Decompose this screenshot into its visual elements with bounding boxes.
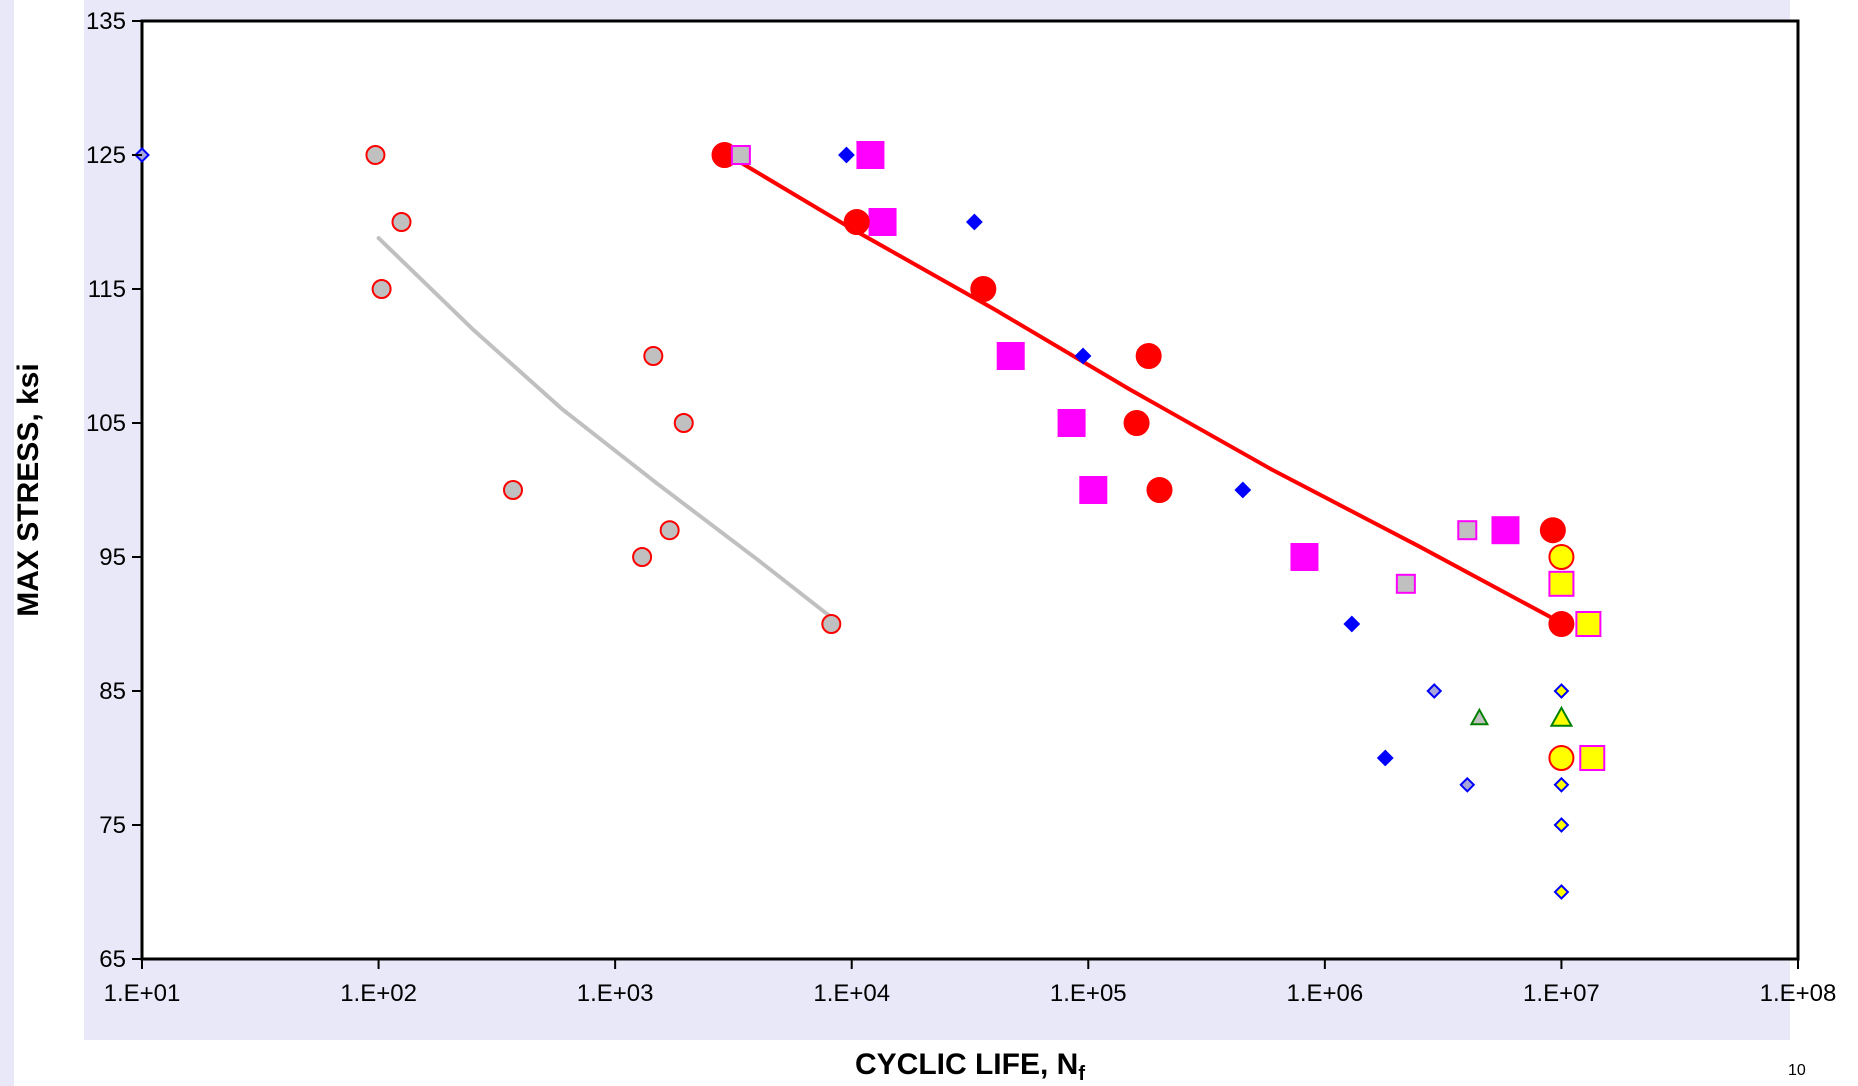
axis-tick-layer: 65 75 85 95 105 115 125 135 1.E+01 1.E+02 1.E+03 1.… <box>86 8 1836 1007</box>
left-accent-stripe <box>0 0 14 1086</box>
y-tick-label: 105 <box>86 410 126 437</box>
trendline <box>376 236 834 620</box>
data-point-square <box>868 208 897 236</box>
data-point-diamond <box>838 146 855 164</box>
data-point-circle <box>1123 410 1150 436</box>
x-axis-title-main: CYCLIC LIFE, N <box>855 1048 1078 1081</box>
data-point-circle <box>843 209 870 235</box>
data-point-square <box>1457 520 1478 541</box>
data-point-diamond <box>1553 817 1570 833</box>
data-point-circle <box>1548 611 1575 637</box>
y-tick-label: 65 <box>99 946 126 973</box>
x-tick-label: 1.E+02 <box>340 980 417 1007</box>
y-tick-label: 115 <box>88 276 126 303</box>
data-point-circle <box>1548 745 1575 771</box>
x-tick-label: 1.E+08 <box>1760 980 1837 1007</box>
data-point-square <box>1290 543 1319 571</box>
data-point-square <box>1575 611 1602 637</box>
x-axis-title-subscript: f <box>1078 1063 1085 1085</box>
data-point-circle <box>371 279 392 299</box>
data-point-diamond <box>1553 776 1570 793</box>
data-point-square <box>1548 570 1575 597</box>
data-point-circle <box>1548 544 1575 570</box>
data-point-circle <box>970 276 997 302</box>
data-point-diamond <box>1343 615 1361 633</box>
data-point-square <box>1057 409 1086 437</box>
data-point-circle <box>659 520 680 541</box>
data-point-diamond <box>1426 683 1443 699</box>
data-point-layer <box>134 141 1606 900</box>
data-point-circle <box>502 480 523 500</box>
data-point-square <box>996 342 1025 370</box>
data-point-diamond <box>965 213 983 231</box>
plot-area <box>140 19 1800 961</box>
data-point-circle <box>1539 517 1566 544</box>
data-point-circle <box>673 413 694 433</box>
data-point-triangle <box>1469 707 1490 726</box>
y-tick-label: 85 <box>99 678 126 705</box>
data-point-circle <box>1135 343 1162 369</box>
data-point-square <box>730 145 751 165</box>
data-point-circle <box>365 145 386 165</box>
data-point-diamond <box>1376 749 1394 767</box>
data-point-square <box>1579 745 1606 771</box>
y-tick-label: 135 <box>86 8 126 35</box>
data-point-circle <box>391 212 412 232</box>
data-point-square <box>856 141 885 169</box>
x-tick-label: 1.E+03 <box>577 980 654 1007</box>
y-tick-label: 125 <box>86 142 126 169</box>
data-point-circle <box>1146 477 1173 503</box>
data-point-square <box>1491 516 1520 545</box>
y-tick-label: 95 <box>99 544 126 571</box>
x-tick-label: 1.E+01 <box>104 980 181 1007</box>
data-point-circle <box>821 614 842 634</box>
data-point-circle <box>632 547 653 567</box>
data-point-diamond <box>1459 776 1476 793</box>
x-tick-label: 1.E+06 <box>1286 980 1363 1007</box>
data-point-square <box>1079 476 1108 504</box>
data-point-square <box>1395 573 1416 594</box>
data-point-diamond <box>1074 347 1092 365</box>
x-tick-label: 1.E+05 <box>1050 980 1127 1007</box>
x-tick-label: 1.E+07 <box>1523 980 1600 1007</box>
page-number: 10 <box>1788 1062 1806 1079</box>
data-point-diamond <box>1553 683 1570 699</box>
data-point-diamond <box>1553 884 1570 900</box>
x-tick-label: 1.E+04 <box>813 980 890 1007</box>
data-point-triangle <box>1549 705 1574 727</box>
data-point-circle <box>643 346 664 366</box>
y-tick-label: 75 <box>99 812 126 839</box>
y-axis-title: MAX STRESS, ksi <box>12 363 45 616</box>
x-axis-title: CYCLIC LIFE, Nf <box>855 1048 1085 1085</box>
data-point-diamond <box>1234 481 1252 499</box>
